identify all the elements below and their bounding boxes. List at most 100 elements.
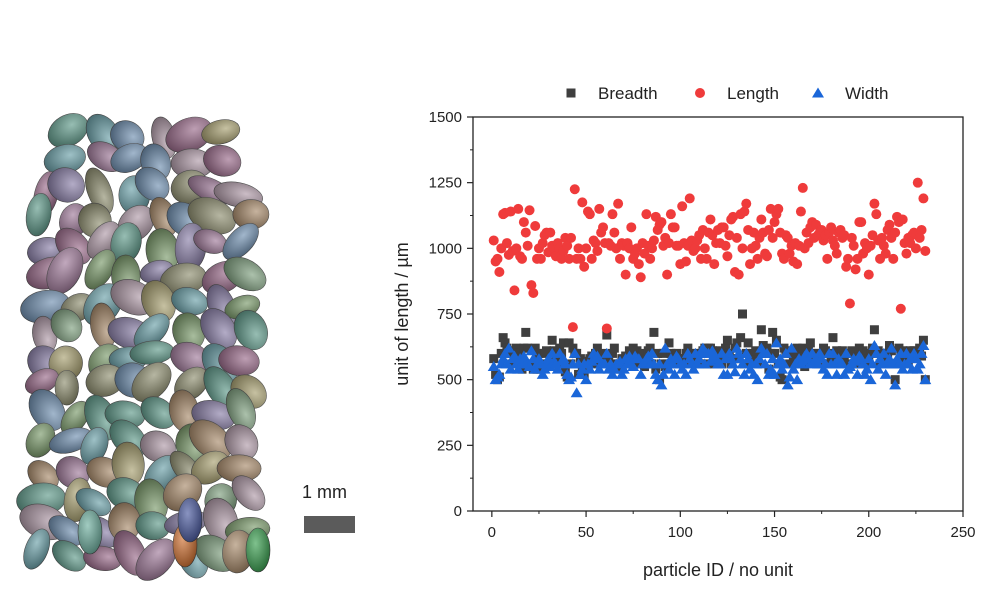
breadth-point [777,375,787,385]
particle [84,249,116,290]
length-point [750,240,761,251]
length-point [494,266,505,277]
length-point [684,193,695,204]
width-point [915,347,928,358]
length-point [739,206,750,217]
width-point [768,368,781,379]
breadth-point [536,364,546,374]
length-point [839,230,850,241]
breadth-point [547,335,557,345]
length-point [752,253,763,264]
particle [193,228,228,254]
width-point [600,347,613,358]
particle [28,389,66,431]
length-point [575,253,586,264]
breadth-point [638,348,648,358]
length-point [784,248,795,259]
width-point [678,358,691,369]
particle [140,430,176,463]
length-point [795,206,806,217]
breadth-point [653,348,663,358]
particle [216,454,262,483]
length-point [584,209,595,220]
legend: Breadth Length Width [566,84,888,103]
length-point [564,253,575,264]
length-point [569,184,580,195]
particle [170,341,211,375]
particle [233,309,268,351]
width-point [838,368,851,379]
width-point [663,363,675,374]
particle [135,511,171,541]
length-point [699,243,710,254]
breadth-point [521,327,531,337]
length-point [844,298,855,309]
length-point [701,253,712,264]
breadth-point [607,348,617,358]
width-point [687,363,700,374]
width-point [849,355,862,366]
width-point [512,363,525,374]
width-point [525,345,538,356]
length-point [910,243,921,254]
series-width [487,337,932,398]
width-point [859,368,871,379]
width-point [777,358,790,369]
breadth-point [632,346,642,356]
particle [48,345,83,382]
width-point [791,374,804,385]
width-point [917,340,930,351]
breadth-point [873,346,883,356]
length-point [598,222,609,233]
length-point [841,261,852,272]
length-point [526,280,537,291]
length-point [767,232,778,243]
series-length [488,177,931,334]
length-point [511,243,522,254]
particle-packing-render [16,113,271,581]
width-point [706,345,719,356]
length-point [880,248,891,259]
length-point [648,235,659,246]
length-point [509,285,520,296]
particle [200,308,238,350]
width-point [727,358,740,369]
breadth-point [798,343,808,353]
breadth-point [498,333,508,343]
scale-bar-label: 1 mm [302,482,347,502]
particle [245,527,271,573]
length-point [888,253,899,264]
length-point [878,240,889,251]
length-point [792,259,803,270]
scale-bar [304,516,355,533]
width-point [796,355,809,366]
length-point [545,227,556,238]
length-point [518,217,529,228]
length-point [914,232,925,243]
width-point [559,358,572,369]
width-point [693,353,706,364]
legend-marker-length [695,88,705,98]
breadth-point [722,335,732,345]
length-point [912,177,923,188]
length-point [690,243,701,254]
width-point [877,347,890,358]
breadth-point [530,343,540,353]
length-point [592,245,603,256]
width-point [617,363,630,374]
breadth-point [756,325,766,335]
length-point [635,272,646,283]
y-tick-label: 750 [437,306,462,323]
breadth-point [634,359,644,369]
length-point [782,232,793,243]
particle [177,497,203,543]
length-point [522,240,533,251]
length-point [728,211,739,222]
length-point [745,259,756,270]
particle [131,362,172,403]
particle [43,144,86,175]
width-point [889,379,902,390]
length-point [865,240,876,251]
length-point [590,238,601,249]
width-point [504,363,517,374]
